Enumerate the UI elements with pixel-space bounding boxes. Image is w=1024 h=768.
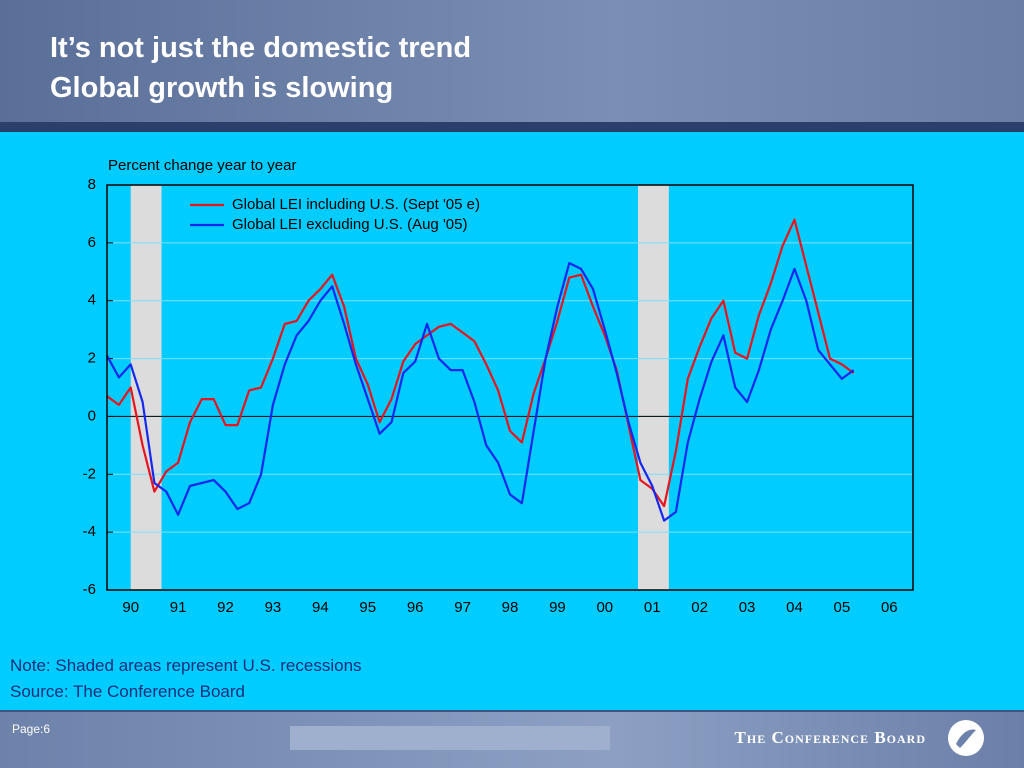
- y-tick-label: -6: [83, 581, 96, 598]
- legend-label: Global LEI including U.S. (Sept '05 e): [232, 196, 480, 213]
- x-tick-label: 00: [596, 599, 613, 616]
- note: Source: The Conference Board: [10, 682, 245, 701]
- y-tick-label: 8: [88, 176, 96, 193]
- series-line: [106, 262, 855, 522]
- y-tick-label: 2: [88, 350, 96, 367]
- x-tick-label: 95: [359, 599, 376, 616]
- x-tick-label: 05: [834, 599, 851, 616]
- recession-shade: [130, 185, 162, 590]
- x-tick-label: 93: [265, 599, 282, 616]
- x-tick-label: 06: [881, 599, 898, 616]
- brand: The Conference Board: [734, 728, 926, 747]
- y-tick-label: 4: [88, 292, 96, 309]
- x-tick-label: 03: [739, 599, 756, 616]
- x-tick-label: 97: [454, 599, 471, 616]
- title-line: It’s not just the domestic trend: [50, 32, 472, 64]
- x-tick-label: 98: [502, 599, 519, 616]
- page-number: Page:6: [12, 722, 51, 736]
- x-tick-label: 96: [407, 599, 424, 616]
- title-line: Global growth is slowing: [50, 72, 394, 104]
- x-tick-label: 94: [312, 599, 329, 616]
- recession-shade: [638, 185, 669, 590]
- x-tick-label: 90: [122, 599, 139, 616]
- note: Note: Shaded areas represent U.S. recess…: [10, 656, 362, 675]
- series-line: [106, 218, 855, 508]
- y-tick-label: -4: [83, 523, 96, 540]
- x-tick-label: 01: [644, 599, 661, 616]
- logo: [948, 720, 984, 756]
- y-axis-label: Percent change year to year: [108, 157, 296, 174]
- header-band: [0, 122, 1024, 132]
- header: [0, 0, 1024, 122]
- plot-frame: [106, 184, 914, 591]
- x-tick-label: 04: [786, 599, 803, 616]
- chart: Percent change year to year-6-4-20246890…: [83, 157, 914, 616]
- x-tick-label: 92: [217, 599, 234, 616]
- footer: Page:6 The Conference Board: [0, 710, 1024, 768]
- y-tick-label: 6: [88, 234, 96, 251]
- y-tick-label: 0: [88, 407, 96, 424]
- legend-label: Global LEI excluding U.S. (Aug '05): [232, 216, 468, 233]
- x-tick-label: 99: [549, 599, 566, 616]
- x-tick-label: 91: [170, 599, 187, 616]
- x-tick-label: 02: [691, 599, 708, 616]
- footer-shape: [290, 726, 610, 750]
- y-tick-label: -2: [83, 465, 96, 482]
